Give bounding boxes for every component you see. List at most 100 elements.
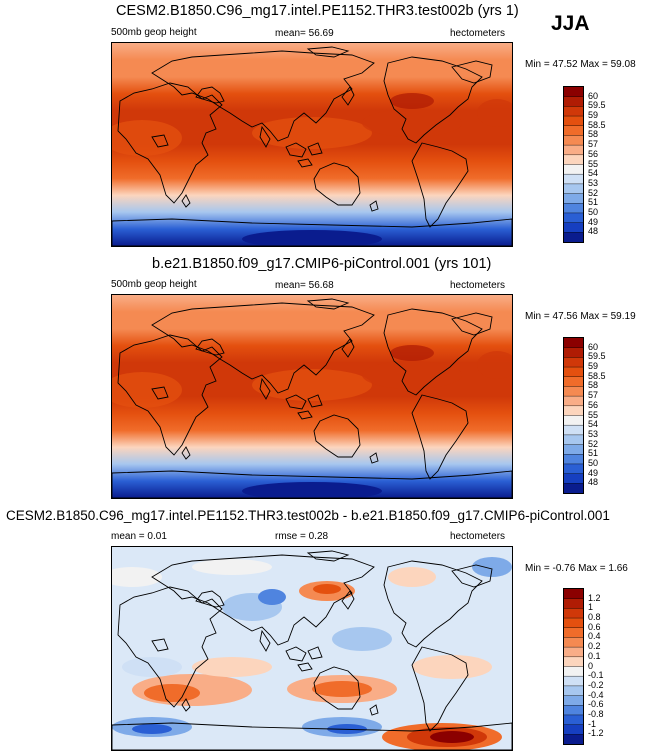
panel-1-coastline <box>151 50 375 142</box>
panel-3-coastline <box>341 590 355 610</box>
panel-2-colorbar-swatch <box>564 473 583 484</box>
panel-1-colorbar-swatch <box>564 87 583 97</box>
panel-1-coastline <box>285 142 307 158</box>
panel-2-map <box>111 294 513 499</box>
panel-3-map <box>111 546 513 751</box>
panel-2-colorbar-swatch <box>564 338 583 348</box>
panel-1-colorbar-swatch <box>564 145 583 156</box>
panel-3-anomaly-blob <box>312 681 372 697</box>
panel-3-colorbar-tick: -0.6 <box>588 699 604 710</box>
panel-1-max-blob <box>477 99 512 127</box>
panel-3-colorbar-tick: -1 <box>588 718 597 729</box>
panel-2-colorbar-tick: 55 <box>588 409 599 420</box>
panel-3-colorbar-swatch <box>564 724 583 735</box>
panel-1-max-blob <box>112 120 182 156</box>
panel-3-anomaly-blob <box>144 684 200 702</box>
panel-1-coastline <box>313 162 361 206</box>
panel-1-colorbar <box>563 86 584 243</box>
panel-3-coastline <box>181 698 191 712</box>
panel-3-coastline <box>383 560 483 648</box>
panel-2-colorbar-swatch <box>564 454 583 465</box>
panel-2-max-blob <box>477 351 512 379</box>
panel-1-mean: mean= 56.69 <box>275 28 334 39</box>
panel-3-colorbar-tick: 1 <box>588 602 594 613</box>
panel-2-max-blob <box>390 345 434 361</box>
panel-2-coastline <box>306 298 350 310</box>
panel-1-colorbar-tick: 58.5 <box>588 119 606 130</box>
panel-2-colorbar-swatch <box>564 415 583 426</box>
panel-2-colorbar-swatch <box>564 444 583 455</box>
panel-3-anomaly-blob <box>122 657 182 677</box>
panel-2-colorbar <box>563 337 584 494</box>
panel-3-colorbar-tick: 0.6 <box>588 621 601 632</box>
panel-2-coastline <box>307 394 323 408</box>
panel-2-min-blob <box>242 482 382 498</box>
panel-1-coastline <box>117 82 223 204</box>
panel-3-field <box>112 547 512 750</box>
panel-1-colorbar-swatch <box>564 193 583 204</box>
panel-1-variable: 500mb geop height <box>111 27 197 38</box>
panel-3-coastline <box>259 629 271 652</box>
panel-3-colorbar-tick: 0.8 <box>588 612 601 623</box>
panel-1-colorbar-tick: 48 <box>588 226 599 237</box>
panel-3-colorbar-swatch <box>564 734 583 744</box>
panel-3-colorbar-swatch <box>564 598 583 609</box>
panel-2-colorbar-tick: 59.5 <box>588 351 606 362</box>
panel-2-variable: 500mb geop height <box>111 279 197 290</box>
panel-3-colorbar-tick: -0.8 <box>588 708 604 719</box>
panel-1-colorbar-swatch <box>564 154 583 165</box>
panel-2-max-blob <box>252 369 372 401</box>
panel-3-colorbar-tick: -1.2 <box>588 728 604 739</box>
panel-1-coastline <box>195 86 225 104</box>
panel-1-coastline <box>151 134 169 148</box>
panel-2-colorbar-tick: 58.5 <box>588 370 606 381</box>
panel-2-coastline <box>285 394 307 410</box>
panel-1-colorbar-swatch <box>564 203 583 214</box>
panel-3-units: hectometers <box>450 531 506 542</box>
season-label: JJA <box>551 12 590 35</box>
panel-3-coastline <box>411 646 469 732</box>
panel-2-colorbar-swatch <box>564 357 583 368</box>
panel-1-colorbar-swatch <box>564 212 583 223</box>
panel-2-colorbar-tick: 49 <box>588 467 599 478</box>
panel-3-coastline <box>451 564 493 588</box>
panel-3-colorbar-tick: 1.2 <box>588 592 601 603</box>
panel-1-colorbar-tick: 55 <box>588 158 599 169</box>
panel-1-coastline <box>181 194 191 208</box>
panel-3-colorbar-swatch <box>564 627 583 638</box>
panel-2-colorbar-swatch <box>564 367 583 378</box>
panel-1-colorbar-swatch <box>564 106 583 117</box>
panel-1-map-svg <box>112 43 512 246</box>
panel-2-colorbar-swatch <box>564 396 583 407</box>
panel-2-coastline <box>411 394 469 480</box>
panel-1-coastline <box>259 125 271 148</box>
panel-2-coastline <box>151 302 375 394</box>
panel-3-colorbar-swatch <box>564 666 583 677</box>
panel-2-colorbar-tick: 57 <box>588 390 599 401</box>
panel-3-colorbar-tick: -0.4 <box>588 689 604 700</box>
panel-1-colorbar-tick: 51 <box>588 197 599 208</box>
panel-2-colorbar-swatch <box>564 434 583 445</box>
panel-1-colorbar-tick: 59.5 <box>588 100 606 111</box>
panel-2-colorbar-tick: 59 <box>588 361 599 372</box>
panel-3-colorbar-tick: -0.1 <box>588 670 604 681</box>
panel-2-colorbar-svg <box>564 338 583 493</box>
panel-3-colorbar-swatch <box>564 676 583 687</box>
panel-1-colorbar-tick: 52 <box>588 187 599 198</box>
panel-3-anomaly-blob <box>388 567 436 587</box>
panel-3-colorbar-swatch <box>564 608 583 619</box>
panel-1-coastline <box>341 86 355 106</box>
panel-3-minmax: Min = -0.76 Max = 1.66 <box>525 563 628 574</box>
panel-1-colorbar-tick: 49 <box>588 216 599 227</box>
panel-1-colorbar-swatch <box>564 164 583 175</box>
panel-1-colorbar-tick: 54 <box>588 168 599 179</box>
panel-1-colorbar-swatch <box>564 174 583 185</box>
panel-2-coastline <box>313 414 361 458</box>
panel-3-coastline <box>195 590 225 608</box>
panel-1-max-blob <box>390 93 434 109</box>
panel-2-colorbar-tick: 52 <box>588 438 599 449</box>
panel-2-minmax: Min = 47.56 Max = 59.19 <box>525 311 636 322</box>
panel-2-colorbar-tick: 56 <box>588 399 599 410</box>
panel-1-max-blob <box>252 117 372 149</box>
panel-1-colorbar-tick: 56 <box>588 148 599 159</box>
